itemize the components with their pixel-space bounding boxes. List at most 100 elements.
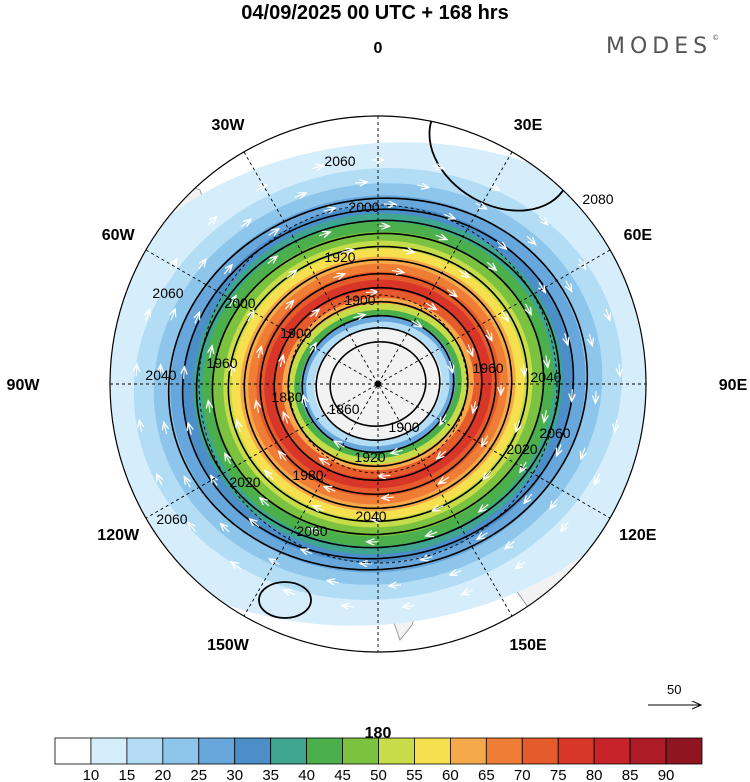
contour-label: 2040 — [530, 369, 561, 385]
wind-vector — [325, 487, 336, 491]
wind-vector — [268, 229, 278, 235]
contour-label: 2040 — [145, 367, 176, 383]
wind-vector — [353, 315, 365, 318]
longitude-label: 90W — [7, 377, 41, 394]
wind-vector — [250, 520, 260, 528]
colorbar-tick-label: 70 — [514, 767, 531, 782]
wind-vector — [463, 590, 474, 594]
colorbar-tick-label: 10 — [83, 767, 100, 782]
wind-vector — [321, 459, 331, 465]
colorbar-tick-label: 75 — [550, 767, 567, 782]
wind-vector — [309, 310, 318, 318]
colorbar-swatch — [306, 737, 343, 765]
colorbar-tick-label: 55 — [406, 767, 423, 782]
longitude-label: 150W — [207, 637, 250, 654]
wind-vector — [468, 344, 472, 355]
wind-vector — [526, 303, 531, 314]
contour-label: 2000 — [224, 295, 255, 311]
contour-label: 2060 — [296, 523, 327, 539]
wind-vector — [441, 414, 447, 425]
wind-vector — [443, 214, 454, 218]
wind-vector — [473, 400, 476, 412]
wind-vector — [267, 257, 277, 265]
land-madagascar — [595, 145, 613, 173]
wind-vector — [231, 365, 232, 376]
wind-vector — [521, 461, 527, 471]
wind-vector — [354, 182, 366, 183]
colorbar-tick-label: 30 — [226, 767, 243, 782]
colorbar-swatch — [593, 737, 631, 765]
wind-vector — [561, 521, 569, 531]
colorbar-tick-label: 50 — [370, 767, 387, 782]
wind-vector — [160, 366, 161, 377]
wind-vector — [256, 402, 258, 413]
map-title: 04/09/2025 00 UTC + 168 hrs — [241, 2, 509, 24]
wind-vector — [157, 475, 162, 486]
wind-vector — [284, 413, 288, 424]
wind-vector — [341, 250, 353, 252]
colorbar-swatch — [665, 737, 703, 765]
wind-vector — [565, 333, 568, 344]
wind-vector — [590, 333, 593, 345]
colorbar-tick-label: 20 — [154, 767, 171, 782]
longitude-label: 60E — [624, 227, 653, 244]
wind-vector — [557, 444, 561, 455]
contour-label: 2020 — [229, 474, 260, 490]
colorbar-tick-label: 90 — [658, 767, 675, 782]
brand-text: MODES — [606, 34, 713, 59]
wind-vector — [619, 363, 620, 375]
wind-vector — [440, 477, 450, 483]
colorbar-swatch — [342, 737, 379, 765]
wind-vector — [195, 313, 199, 324]
wind-vector — [318, 232, 329, 235]
colorbar-tick-label: 65 — [478, 767, 495, 782]
wind-vector — [248, 312, 253, 322]
graticule — [110, 116, 646, 652]
wind-vector — [478, 533, 488, 539]
wind-vector — [335, 442, 345, 448]
wind-vector — [523, 363, 524, 375]
wind-vector — [310, 529, 321, 533]
reference-vector: 50 — [648, 682, 700, 705]
colorbar-swatch — [54, 737, 92, 765]
wind-vector — [230, 297, 236, 307]
wind-vector — [314, 506, 325, 511]
colorbar-swatch — [126, 737, 164, 765]
wind-vector — [425, 303, 435, 309]
wind-vector — [198, 260, 206, 270]
colorbar-swatch — [198, 737, 236, 765]
wind-vector — [581, 447, 585, 458]
wind-vector — [411, 321, 421, 327]
wind-vector — [211, 476, 217, 486]
colorbar-swatch — [557, 737, 595, 765]
contour-label: 1960 — [472, 360, 503, 376]
wind-vector — [323, 208, 335, 211]
brand-logo: MODES© — [606, 34, 719, 59]
wind-vector — [169, 260, 176, 270]
wind-vector — [422, 557, 433, 560]
wind-vector — [140, 421, 142, 433]
wind-vector — [221, 524, 230, 533]
copyright-mark: © — [712, 34, 720, 42]
wind-vector — [333, 274, 343, 278]
wind-vector — [544, 410, 546, 421]
contour-label: 1920 — [324, 249, 355, 265]
wind-vector — [328, 581, 340, 583]
wind-vector — [146, 310, 149, 321]
wind-vector — [392, 450, 403, 453]
wind-vector — [266, 471, 274, 480]
wind-vector — [438, 450, 447, 458]
wind-vector — [383, 497, 394, 498]
colorbar-tick-label: 40 — [298, 767, 315, 782]
longitude-label: 30E — [514, 117, 543, 134]
wind-vector — [516, 420, 519, 430]
colorbar-swatch — [629, 737, 667, 765]
wind-vector — [579, 258, 585, 268]
wind-vector — [551, 498, 558, 508]
wind-vector — [487, 329, 492, 340]
wind-vector — [343, 606, 354, 607]
map-field — [110, 116, 646, 652]
wind-vector — [488, 185, 499, 190]
